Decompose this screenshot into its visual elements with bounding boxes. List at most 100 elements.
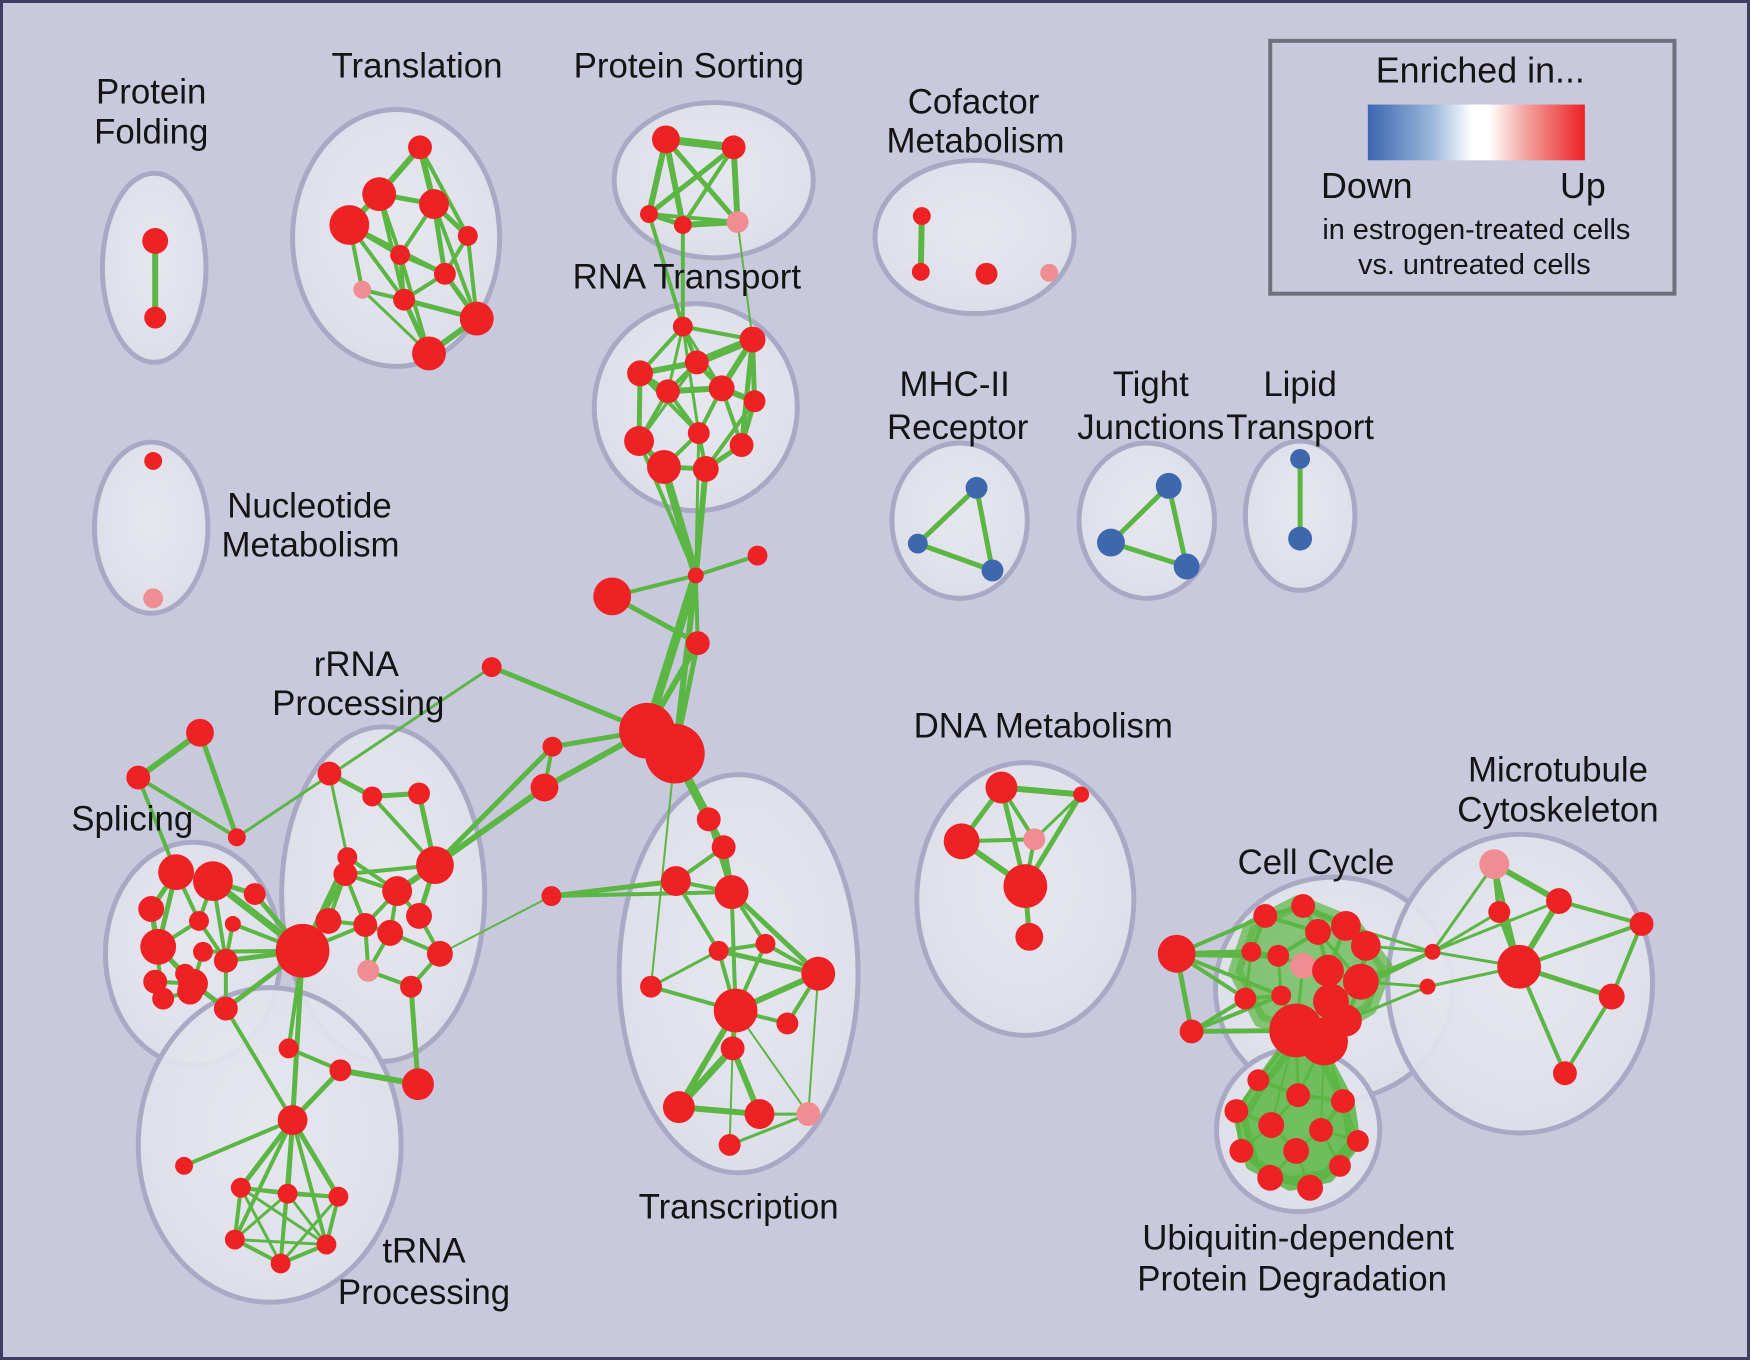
gene-set-node bbox=[406, 903, 432, 929]
gene-set-node bbox=[357, 959, 380, 982]
gene-set-node bbox=[801, 956, 836, 991]
cluster-label-cell-cycle: Cell Cycle bbox=[1238, 843, 1395, 882]
network-edge bbox=[431, 202, 479, 321]
gene-set-node bbox=[981, 559, 1004, 582]
cluster-label-rna-transport: RNA Transport bbox=[573, 258, 802, 297]
network-edge bbox=[974, 485, 995, 573]
network-edge bbox=[649, 752, 676, 988]
cluster-label-tight-junctions-1: Tight bbox=[1113, 365, 1189, 404]
gene-set-node bbox=[328, 1186, 349, 1207]
network-edge bbox=[716, 948, 821, 977]
gene-set-node bbox=[542, 736, 563, 757]
gene-set-node bbox=[726, 211, 749, 233]
gene-set-node bbox=[912, 207, 931, 226]
gene-set-node bbox=[593, 577, 632, 616]
network-edge bbox=[136, 775, 239, 840]
gene-set-node bbox=[985, 771, 1018, 804]
gene-set-node bbox=[696, 807, 721, 832]
network-edge bbox=[182, 1118, 295, 1168]
gene-set-node bbox=[1003, 864, 1048, 908]
network-edge bbox=[647, 212, 685, 329]
gene-set-node bbox=[412, 336, 446, 371]
gene-set-node bbox=[1097, 528, 1125, 557]
gene-set-node bbox=[1229, 1138, 1254, 1163]
gene-set-node bbox=[684, 350, 709, 375]
network-edge bbox=[728, 1047, 734, 1146]
gene-set-node bbox=[975, 262, 998, 285]
gene-set-node bbox=[419, 189, 449, 220]
network-edge bbox=[279, 1195, 340, 1265]
gene-set-node bbox=[224, 915, 241, 932]
cluster-label-transcription: Transcription bbox=[639, 1188, 839, 1227]
gene-set-node bbox=[433, 262, 456, 285]
gene-set-node bbox=[1424, 943, 1441, 960]
gene-set-node bbox=[362, 177, 397, 212]
gene-set-node bbox=[1173, 553, 1200, 580]
gene-set-node bbox=[333, 862, 358, 887]
gene-set-node bbox=[400, 975, 423, 998]
cluster-ellipse-cofactor-metabolism bbox=[872, 157, 1077, 317]
gene-set-node bbox=[402, 1068, 434, 1101]
gene-set-node bbox=[186, 718, 214, 747]
cluster-label-ubiquitin-2: Protein Degradation bbox=[1137, 1259, 1447, 1298]
network-edge bbox=[730, 144, 741, 226]
network-edge bbox=[681, 325, 701, 435]
network-edge bbox=[663, 136, 741, 225]
cluster-label-cofactor-metabolism-1: Cofactor bbox=[908, 83, 1040, 122]
network-edge bbox=[327, 772, 349, 859]
gene-set-node bbox=[393, 288, 416, 311]
cluster-label-trna-processing-1: tRNA bbox=[382, 1231, 466, 1270]
gene-set-node bbox=[177, 978, 203, 1005]
gene-set-node bbox=[175, 1156, 194, 1175]
network-edge bbox=[680, 145, 736, 228]
cluster-label-lipid-transport-1: Lipid bbox=[1263, 365, 1337, 404]
gene-set-node bbox=[624, 426, 654, 456]
network-edge bbox=[694, 431, 701, 577]
gene-set-node bbox=[362, 786, 383, 807]
gene-set-node bbox=[720, 1036, 745, 1061]
gene-set-node bbox=[329, 205, 370, 245]
network-edge bbox=[1189, 993, 1284, 1034]
gene-set-node bbox=[158, 854, 195, 891]
gene-set-node bbox=[743, 390, 766, 413]
network-edge bbox=[1344, 924, 1435, 954]
network-edge bbox=[736, 221, 754, 341]
cluster-label-protein-folding-1: Protein bbox=[96, 73, 206, 112]
gene-set-node bbox=[1271, 985, 1292, 1006]
gene-set-node bbox=[1497, 944, 1542, 989]
gene-set-node bbox=[1288, 526, 1313, 551]
network-edge bbox=[290, 1118, 329, 1247]
gene-set-node bbox=[640, 975, 662, 998]
cluster-label-translation: Translation bbox=[332, 47, 503, 86]
cluster-label-nucleotide-metabolism-1: Nucleotide bbox=[227, 487, 392, 526]
network-edge bbox=[232, 1118, 295, 1242]
gene-set-node bbox=[1330, 1089, 1355, 1114]
network-edge bbox=[239, 1186, 283, 1265]
gene-set-node bbox=[640, 205, 658, 224]
gene-set-node bbox=[718, 1133, 741, 1156]
gene-set-node bbox=[138, 896, 165, 922]
gene-set-node bbox=[541, 886, 562, 906]
gene-set-node bbox=[416, 846, 454, 885]
gene-set-node bbox=[230, 1177, 251, 1198]
cluster-label-microtubule-cytoskeleton-2: Cytoskeleton bbox=[1457, 790, 1658, 829]
gene-set-node bbox=[1342, 963, 1379, 1000]
gene-set-node bbox=[776, 1012, 799, 1035]
gene-set-node bbox=[647, 450, 681, 484]
gene-set-node bbox=[377, 919, 404, 946]
gene-set-node bbox=[270, 1253, 291, 1274]
gene-set-node bbox=[711, 835, 736, 860]
gene-set-node bbox=[672, 316, 693, 337]
cluster-ellipse-mhc-ii-receptor bbox=[889, 440, 1030, 601]
network-edge bbox=[432, 744, 555, 868]
gene-set-node bbox=[1224, 1099, 1249, 1124]
gene-set-node bbox=[1073, 786, 1090, 803]
gene-set-node bbox=[275, 923, 330, 978]
network-edge bbox=[917, 213, 925, 275]
network-edge bbox=[1562, 994, 1614, 1076]
network-edge bbox=[728, 1112, 810, 1147]
gene-set-node bbox=[142, 228, 169, 254]
gene-set-node bbox=[1312, 954, 1344, 987]
cluster-label-dna-metabolism: DNA Metabolism bbox=[914, 707, 1173, 746]
gene-set-node bbox=[714, 875, 749, 909]
